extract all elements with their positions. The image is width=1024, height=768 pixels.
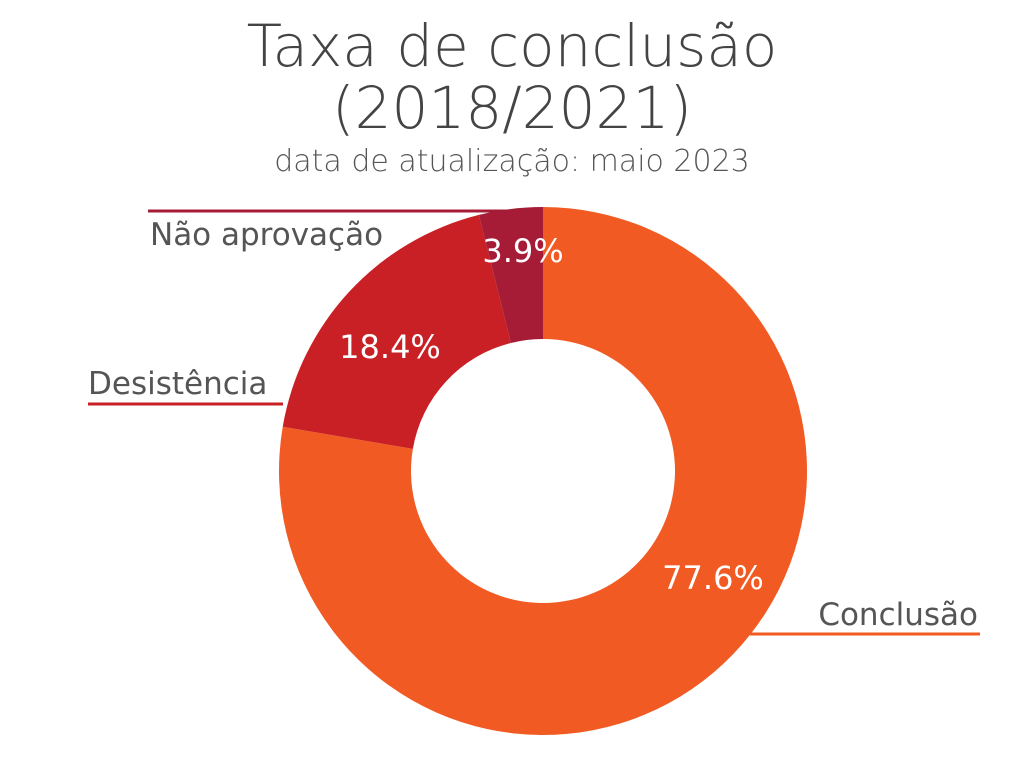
- slice-2: [478, 207, 543, 343]
- data-label-0: 77.6%: [662, 559, 764, 597]
- category-label-0: Conclusão: [818, 597, 978, 633]
- slice-1: [282, 214, 511, 449]
- chart-subtitle: data de atualização: maio 2023: [274, 144, 750, 179]
- data-label-1: 18.4%: [339, 328, 441, 366]
- chart-title: Taxa de conclusão: [246, 12, 778, 80]
- slice-0: [278, 207, 807, 735]
- category-label-1: Desistência: [88, 366, 267, 402]
- chart-title-period: (2018/2021): [331, 74, 692, 142]
- data-label-2: 3.9%: [482, 232, 563, 270]
- category-label-2: Não aprovação: [150, 217, 383, 253]
